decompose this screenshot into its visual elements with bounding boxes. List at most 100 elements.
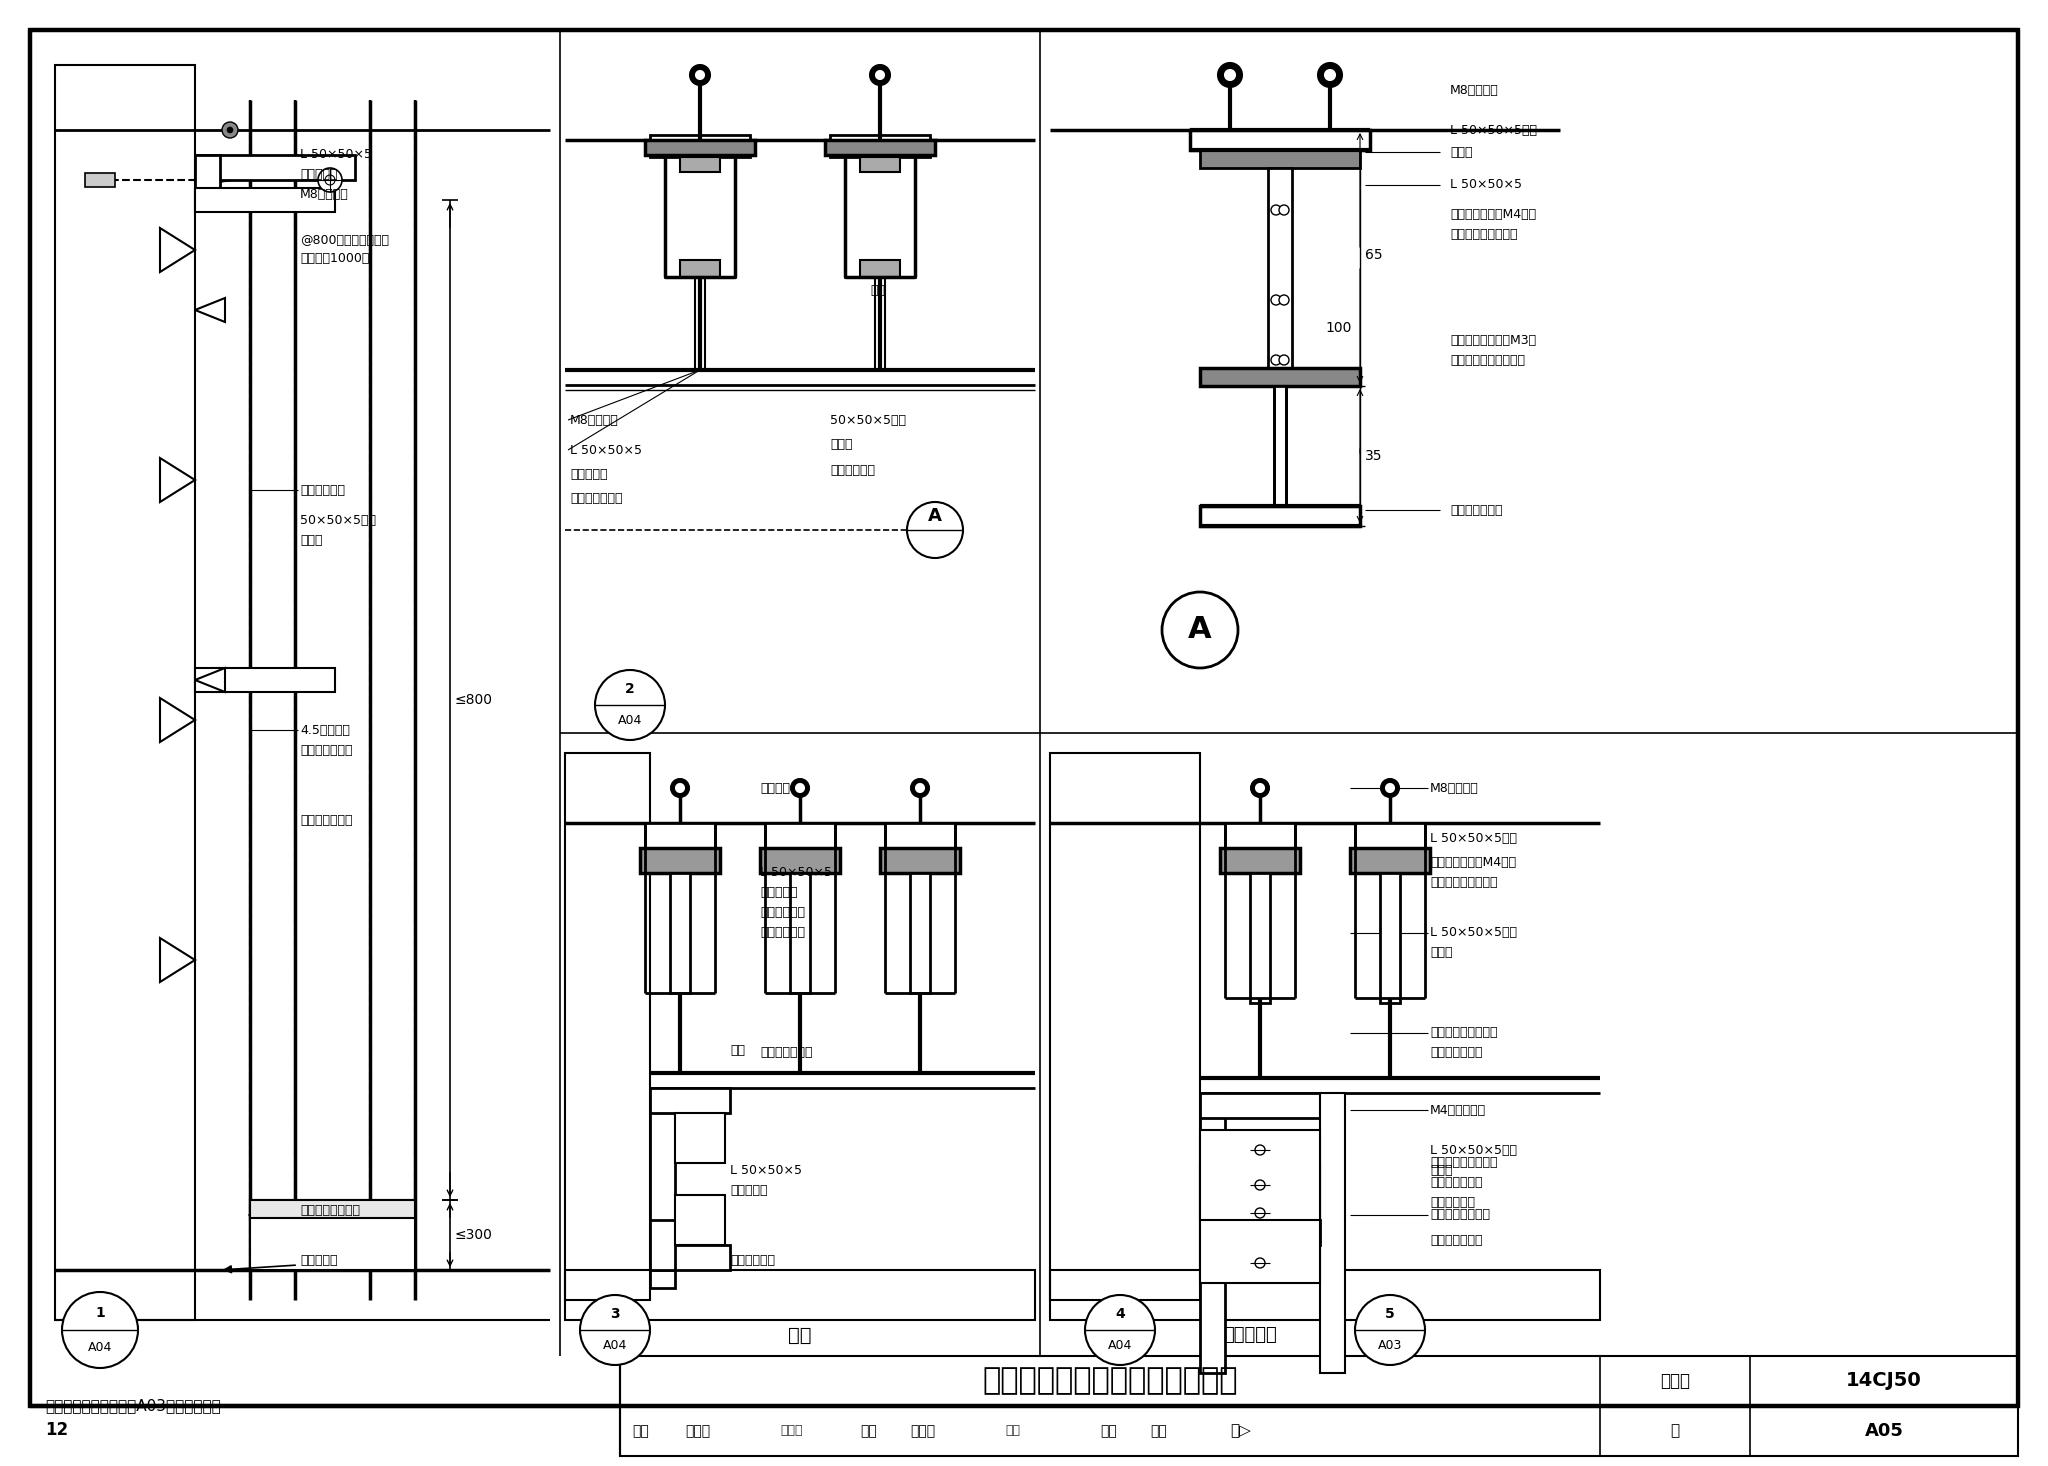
Text: L 50×50×5: L 50×50×5	[299, 148, 373, 161]
Text: 角铝（右）与复合板: 角铝（右）与复合板	[1430, 1026, 1497, 1039]
Text: 阴角: 阴角	[788, 1325, 811, 1344]
Text: 竖龙骨: 竖龙骨	[1450, 145, 1473, 158]
Text: M8膨胀螺栓: M8膨胀螺栓	[299, 189, 348, 201]
Polygon shape	[160, 229, 195, 273]
Polygon shape	[55, 1270, 551, 1319]
Circle shape	[1280, 205, 1288, 216]
Circle shape	[1325, 70, 1335, 81]
Bar	[881, 847, 961, 872]
Bar	[371, 100, 416, 1300]
Bar	[1200, 1195, 1225, 1245]
Bar	[565, 1270, 1034, 1319]
Text: 防火复合板折边: 防火复合板折边	[760, 1047, 813, 1060]
Bar	[1051, 754, 1200, 1300]
Circle shape	[1255, 1258, 1266, 1268]
Text: 1: 1	[94, 1306, 104, 1319]
Circle shape	[61, 1292, 137, 1368]
Text: 钱勇炼: 钱勇炼	[909, 1423, 936, 1438]
Text: A04: A04	[618, 714, 643, 727]
Bar	[676, 1113, 725, 1163]
Bar	[649, 135, 750, 157]
Circle shape	[1272, 295, 1280, 305]
Bar	[1200, 1130, 1321, 1220]
Text: 楼地面标高: 楼地面标高	[299, 1253, 338, 1267]
Polygon shape	[160, 698, 195, 742]
Text: 防火复合板折边: 防火复合板折边	[299, 743, 352, 756]
Text: 50×50×5方钢: 50×50×5方钢	[829, 413, 905, 427]
Bar	[565, 754, 649, 1300]
Circle shape	[227, 128, 233, 133]
Circle shape	[877, 70, 885, 79]
Text: 铝合金边龙骨: 铝合金边龙骨	[760, 927, 805, 940]
Text: 14CJ50: 14CJ50	[1845, 1372, 1921, 1390]
Bar	[621, 1356, 2017, 1456]
Text: 35: 35	[1366, 449, 1382, 463]
Text: 螺丝与竖龙骨固定）: 螺丝与竖龙骨固定）	[1430, 877, 1497, 890]
Text: M8膨胀螺栓: M8膨胀螺栓	[569, 413, 618, 427]
Circle shape	[580, 1294, 649, 1365]
Bar	[766, 822, 836, 872]
Polygon shape	[160, 938, 195, 982]
Polygon shape	[565, 754, 1034, 822]
Bar	[680, 259, 721, 277]
Bar	[676, 1195, 725, 1245]
Polygon shape	[55, 65, 551, 130]
Text: 防火复合板折边: 防火复合板折边	[1450, 503, 1503, 516]
Text: 加强筋（胶粘）: 加强筋（胶粘）	[299, 814, 352, 827]
Bar	[250, 1201, 416, 1270]
Circle shape	[1319, 63, 1341, 86]
Bar	[55, 65, 195, 1319]
Text: 12: 12	[45, 1421, 68, 1440]
Text: 5: 5	[1384, 1308, 1395, 1321]
Bar	[645, 139, 756, 155]
Text: A: A	[928, 507, 942, 525]
Bar	[639, 847, 721, 872]
Text: 折边用铆钉固定: 折边用铆钉固定	[1430, 1047, 1483, 1060]
Text: 铝合金主龙骨: 铝合金主龙骨	[760, 906, 805, 919]
Text: L 50×50×5: L 50×50×5	[760, 866, 831, 880]
Text: 角钢固定件: 角钢固定件	[569, 469, 608, 481]
Bar	[1380, 872, 1401, 1003]
Text: 审核: 审核	[633, 1423, 649, 1438]
Text: L 50×50×5: L 50×50×5	[1450, 179, 1522, 192]
Text: 踢脚线（设计定）: 踢脚线（设计定）	[299, 1204, 360, 1217]
Bar	[1268, 169, 1292, 368]
Polygon shape	[565, 50, 1034, 139]
Circle shape	[1251, 778, 1270, 798]
Polygon shape	[160, 457, 195, 501]
Bar	[250, 1201, 416, 1218]
Circle shape	[1280, 295, 1288, 305]
Circle shape	[596, 670, 666, 740]
Circle shape	[1272, 355, 1280, 365]
Text: 墙体: 墙体	[870, 283, 885, 296]
Text: 头螺丝与竖龙骨固定）: 头螺丝与竖龙骨固定）	[1450, 353, 1526, 366]
Text: 角钢固定件: 角钢固定件	[760, 887, 797, 900]
Text: 铝合金主龙骨: 铝合金主龙骨	[299, 484, 344, 497]
Bar	[885, 822, 954, 872]
Text: 角钢固定件（用M4沉头: 角钢固定件（用M4沉头	[1450, 208, 1536, 221]
Circle shape	[1280, 355, 1288, 365]
Polygon shape	[1051, 754, 1200, 1319]
Text: 4: 4	[1114, 1308, 1124, 1321]
Text: 左右角铝错位: 左右角铝错位	[1430, 1196, 1475, 1209]
Text: L 50×50×5方钢: L 50×50×5方钢	[1430, 831, 1518, 844]
Bar	[195, 668, 336, 692]
Circle shape	[1225, 70, 1235, 81]
Text: 角钢固定件: 角钢固定件	[299, 169, 338, 182]
Text: 图集号: 图集号	[1661, 1372, 1690, 1390]
Circle shape	[326, 174, 336, 185]
Text: 折边用铆钉固定: 折边用铆钉固定	[1430, 1177, 1483, 1189]
Text: 注：图中阳角安装采用A03的阳角做法。: 注：图中阳角安装采用A03的阳角做法。	[45, 1399, 221, 1413]
Text: A04: A04	[88, 1340, 113, 1353]
Text: 加固角码（胶粘）: 加固角码（胶粘）	[1430, 1208, 1491, 1221]
Polygon shape	[195, 298, 225, 323]
Bar	[1356, 822, 1425, 872]
Circle shape	[696, 70, 705, 79]
Text: 65: 65	[1366, 248, 1382, 262]
Bar	[1200, 506, 1360, 526]
Bar	[1190, 130, 1370, 150]
Circle shape	[317, 169, 342, 192]
Text: 4.5厚澳绒板: 4.5厚澳绒板	[299, 724, 350, 736]
Polygon shape	[1051, 1270, 1599, 1319]
Text: A: A	[1188, 616, 1212, 645]
